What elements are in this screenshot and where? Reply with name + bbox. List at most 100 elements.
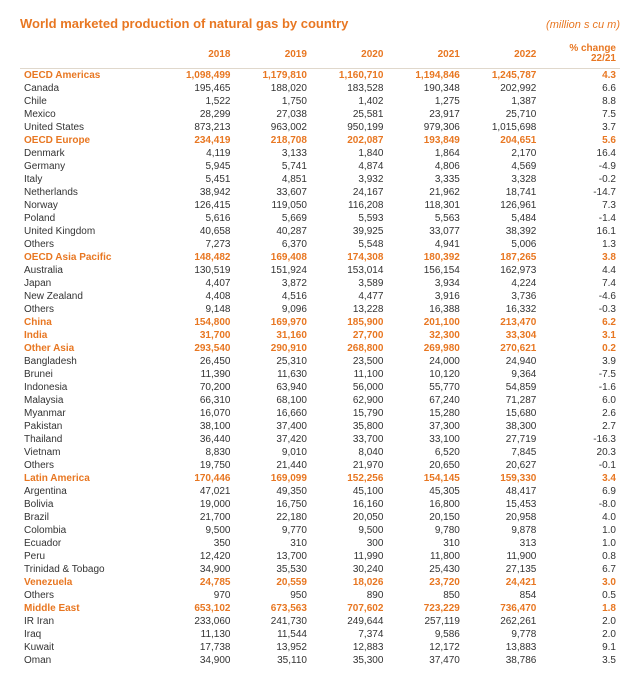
row-label: Poland	[20, 212, 158, 225]
cell-value: 3,736	[464, 290, 540, 303]
cell-value: 45,305	[387, 485, 463, 498]
cell-value: 653,102	[158, 602, 234, 615]
cell-value: 854	[464, 589, 540, 602]
cell-value: 9,010	[234, 446, 310, 459]
table-row: Canada195,465188,020183,528190,348202,99…	[20, 82, 620, 95]
cell-pct: 1.8	[540, 602, 620, 615]
row-label: Myanmar	[20, 407, 158, 420]
table-row: Indonesia70,20063,94056,00055,77054,859-…	[20, 381, 620, 394]
header-year-3: 2021	[387, 43, 463, 69]
cell-pct: 7.4	[540, 277, 620, 290]
header-year-1: 2019	[234, 43, 310, 69]
cell-pct: -16.3	[540, 433, 620, 446]
cell-value: 1,098,499	[158, 69, 234, 83]
cell-value: 16,388	[387, 303, 463, 316]
cell-value: 38,392	[464, 225, 540, 238]
cell-pct: 5.6	[540, 134, 620, 147]
cell-value: 40,658	[158, 225, 234, 238]
row-label: OECD Asia Pacific	[20, 251, 158, 264]
cell-pct: -0.3	[540, 303, 620, 316]
cell-pct: 1.0	[540, 524, 620, 537]
cell-value: 16,332	[464, 303, 540, 316]
cell-value: 67,240	[387, 394, 463, 407]
cell-pct: -1.4	[540, 212, 620, 225]
row-label: Middle East	[20, 602, 158, 615]
cell-value: 970	[158, 589, 234, 602]
cell-value: 12,420	[158, 550, 234, 563]
cell-value: 15,453	[464, 498, 540, 511]
table-row: Argentina47,02149,35045,10045,30548,4176…	[20, 485, 620, 498]
cell-value: 9,500	[158, 524, 234, 537]
cell-pct: 4.4	[540, 264, 620, 277]
cell-value: 21,962	[387, 186, 463, 199]
cell-value: 48,417	[464, 485, 540, 498]
row-label: Others	[20, 238, 158, 251]
cell-value: 170,446	[158, 472, 234, 485]
table-row: Brunei11,39011,63011,10010,1209,364-7.5	[20, 368, 620, 381]
cell-pct: 0.2	[540, 342, 620, 355]
row-label: Netherlands	[20, 186, 158, 199]
row-label: Bangladesh	[20, 355, 158, 368]
cell-value: 19,000	[158, 498, 234, 511]
cell-value: 28,299	[158, 108, 234, 121]
row-label: Brazil	[20, 511, 158, 524]
table-row: Mexico28,29927,03825,58123,91725,7107.5	[20, 108, 620, 121]
cell-value: 723,229	[387, 602, 463, 615]
cell-value: 10,120	[387, 368, 463, 381]
row-label: Thailand	[20, 433, 158, 446]
cell-value: 4,569	[464, 160, 540, 173]
cell-pct: 9.1	[540, 641, 620, 654]
cell-value: 21,700	[158, 511, 234, 524]
table-row: Thailand36,44037,42033,70033,10027,719-1…	[20, 433, 620, 446]
cell-pct: 0.8	[540, 550, 620, 563]
cell-value: 5,451	[158, 173, 234, 186]
cell-value: 185,900	[311, 316, 387, 329]
row-label: Venezuela	[20, 576, 158, 589]
cell-pct: 3.0	[540, 576, 620, 589]
cell-value: 3,328	[464, 173, 540, 186]
cell-value: 56,000	[311, 381, 387, 394]
table-row: OECD Asia Pacific148,482169,408174,30818…	[20, 251, 620, 264]
cell-value: 20,050	[311, 511, 387, 524]
cell-value: 151,924	[234, 264, 310, 277]
cell-value: 7,374	[311, 628, 387, 641]
cell-value: 119,050	[234, 199, 310, 212]
row-label: New Zealand	[20, 290, 158, 303]
cell-value: 159,330	[464, 472, 540, 485]
cell-value: 18,026	[311, 576, 387, 589]
cell-value: 4,516	[234, 290, 310, 303]
cell-value: 21,440	[234, 459, 310, 472]
table-row: Vietnam8,8309,0108,0406,5207,84520.3	[20, 446, 620, 459]
cell-value: 21,970	[311, 459, 387, 472]
cell-value: 154,800	[158, 316, 234, 329]
cell-value: 16,660	[234, 407, 310, 420]
cell-pct: 3.4	[540, 472, 620, 485]
cell-value: 38,942	[158, 186, 234, 199]
table-row: Pakistan38,10037,40035,80037,30038,3002.…	[20, 420, 620, 433]
cell-value: 3,133	[234, 147, 310, 160]
row-label: Others	[20, 589, 158, 602]
cell-value: 1,864	[387, 147, 463, 160]
data-table: 2018 2019 2020 2021 2022 % change22/21 O…	[20, 43, 620, 667]
cell-value: 4,407	[158, 277, 234, 290]
cell-value: 1,194,846	[387, 69, 463, 83]
row-label: Denmark	[20, 147, 158, 160]
cell-value: 63,940	[234, 381, 310, 394]
cell-value: 979,306	[387, 121, 463, 134]
cell-value: 33,100	[387, 433, 463, 446]
cell-value: 9,096	[234, 303, 310, 316]
cell-value: 963,002	[234, 121, 310, 134]
cell-value: 9,878	[464, 524, 540, 537]
row-label: Kuwait	[20, 641, 158, 654]
row-label: IR Iran	[20, 615, 158, 628]
cell-value: 290,910	[234, 342, 310, 355]
cell-pct: -0.1	[540, 459, 620, 472]
cell-value: 1,179,810	[234, 69, 310, 83]
cell-value: 5,593	[311, 212, 387, 225]
cell-value: 25,310	[234, 355, 310, 368]
cell-value: 1,015,698	[464, 121, 540, 134]
cell-value: 47,021	[158, 485, 234, 498]
cell-value: 18,741	[464, 186, 540, 199]
cell-value: 9,780	[387, 524, 463, 537]
cell-value: 162,973	[464, 264, 540, 277]
